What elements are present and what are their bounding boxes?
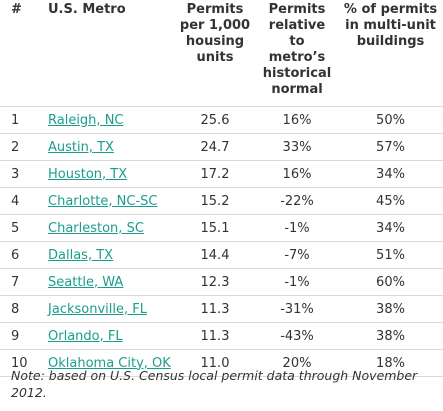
permits-cell: 15.1 xyxy=(174,214,256,242)
rank-cell: 7 xyxy=(0,268,37,296)
relative-cell: -1% xyxy=(256,214,338,242)
metro-link[interactable]: Houston, TX xyxy=(48,166,128,182)
permits-cell: 11.0 xyxy=(174,349,256,377)
multi-unit-cell: 45% xyxy=(338,187,443,215)
metro-cell: Oklahoma City, OK xyxy=(37,349,174,377)
relative-cell: -22% xyxy=(256,187,338,215)
metro-cell: Jacksonville, FL xyxy=(37,295,174,323)
header-permits-per-1000: Permits per 1,000 housing units xyxy=(174,0,256,107)
rank-cell: 1 xyxy=(0,106,37,134)
table-row: 10 Oklahoma City, OK 11.0 20% 18% xyxy=(0,349,443,377)
permits-cell: 25.6 xyxy=(174,106,256,134)
metro-link[interactable]: Seattle, WA xyxy=(48,274,124,290)
table-row: 9 Orlando, FL 11.3 -43% 38% xyxy=(0,322,443,350)
permits-cell: 14.4 xyxy=(174,241,256,269)
permits-cell: 24.7 xyxy=(174,133,256,161)
relative-cell: 16% xyxy=(256,106,338,134)
metro-link[interactable]: Charleston, SC xyxy=(48,220,144,236)
rank-cell: 4 xyxy=(0,187,37,215)
table-row: 2 Austin, TX 24.7 33% 57% xyxy=(0,133,443,161)
table-row: 5 Charleston, SC 15.1 -1% 34% xyxy=(0,214,443,242)
header-multi-unit-pct: % of permits in multi-unit buildings xyxy=(338,0,443,107)
header-row: # U.S. Metro Permits per 1,000 housing u… xyxy=(0,0,443,107)
table-row: 8 Jacksonville, FL 11.3 -31% 38% xyxy=(0,295,443,323)
relative-cell: 20% xyxy=(256,349,338,377)
relative-cell: -1% xyxy=(256,268,338,296)
rank-cell: 6 xyxy=(0,241,37,269)
rank-cell: 9 xyxy=(0,322,37,350)
permits-cell: 15.2 xyxy=(174,187,256,215)
rank-cell: 3 xyxy=(0,160,37,188)
rank-cell: 8 xyxy=(0,295,37,323)
table-row: 3 Houston, TX 17.2 16% 34% xyxy=(0,160,443,188)
header-metro: U.S. Metro xyxy=(37,0,174,107)
metro-cell: Charleston, SC xyxy=(37,214,174,242)
metro-link[interactable]: Raleigh, NC xyxy=(48,112,124,128)
table-row: 4 Charlotte, NC-SC 15.2 -22% 45% xyxy=(0,187,443,215)
metro-cell: Houston, TX xyxy=(37,160,174,188)
relative-cell: -7% xyxy=(256,241,338,269)
metro-cell: Dallas, TX xyxy=(37,241,174,269)
multi-unit-cell: 34% xyxy=(338,160,443,188)
footnote: Note: based on U.S. Census local permit … xyxy=(11,368,418,400)
multi-unit-cell: 38% xyxy=(338,322,443,350)
metro-link[interactable]: Orlando, FL xyxy=(48,328,123,344)
multi-unit-cell: 38% xyxy=(338,295,443,323)
relative-cell: -31% xyxy=(256,295,338,323)
multi-unit-cell: 60% xyxy=(338,268,443,296)
metro-link[interactable]: Charlotte, NC-SC xyxy=(48,193,158,209)
table-header: # U.S. Metro Permits per 1,000 housing u… xyxy=(0,0,443,107)
multi-unit-cell: 50% xyxy=(338,106,443,134)
metro-cell: Raleigh, NC xyxy=(37,106,174,134)
table-row: 1 Raleigh, NC 25.6 16% 50% xyxy=(0,106,443,134)
rank-cell: 10 xyxy=(0,349,37,377)
rank-cell: 2 xyxy=(0,133,37,161)
metro-permits-table-container: # U.S. Metro Permits per 1,000 housing u… xyxy=(0,0,443,377)
multi-unit-cell: 18% xyxy=(338,349,443,377)
metro-link[interactable]: Jacksonville, FL xyxy=(48,301,147,317)
relative-cell: 33% xyxy=(256,133,338,161)
relative-cell: -43% xyxy=(256,322,338,350)
metro-link[interactable]: Oklahoma City, OK xyxy=(48,355,171,371)
permits-cell: 17.2 xyxy=(174,160,256,188)
header-relative-to-normal: Permits relative to metro’s historical n… xyxy=(256,0,338,107)
metro-cell: Austin, TX xyxy=(37,133,174,161)
table-row: 7 Seattle, WA 12.3 -1% 60% xyxy=(0,268,443,296)
header-rank: # xyxy=(0,0,37,107)
metro-cell: Charlotte, NC-SC xyxy=(37,187,174,215)
table-body: 1 Raleigh, NC 25.6 16% 50% 2 Austin, TX … xyxy=(0,106,443,377)
metro-cell: Orlando, FL xyxy=(37,322,174,350)
metro-permits-table: # U.S. Metro Permits per 1,000 housing u… xyxy=(0,0,443,377)
relative-cell: 16% xyxy=(256,160,338,188)
permits-cell: 11.3 xyxy=(174,322,256,350)
metro-cell: Seattle, WA xyxy=(37,268,174,296)
table-row: 6 Dallas, TX 14.4 -7% 51% xyxy=(0,241,443,269)
permits-cell: 11.3 xyxy=(174,295,256,323)
multi-unit-cell: 34% xyxy=(338,214,443,242)
metro-link[interactable]: Dallas, TX xyxy=(48,247,114,263)
rank-cell: 5 xyxy=(0,214,37,242)
multi-unit-cell: 51% xyxy=(338,241,443,269)
multi-unit-cell: 57% xyxy=(338,133,443,161)
metro-link[interactable]: Austin, TX xyxy=(48,139,114,155)
permits-cell: 12.3 xyxy=(174,268,256,296)
